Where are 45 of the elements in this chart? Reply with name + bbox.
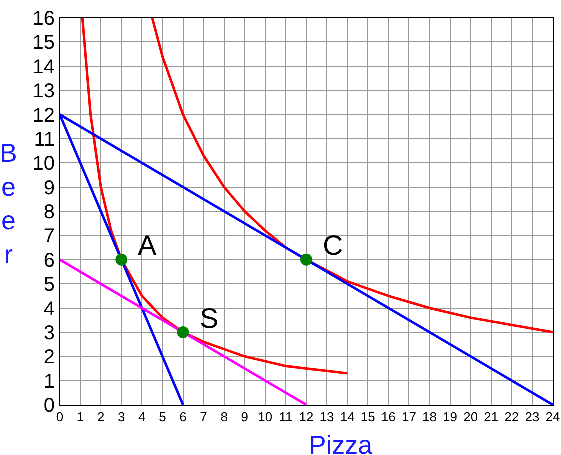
x-tick-label: 20: [464, 410, 478, 425]
y-tick-label: 4: [44, 298, 55, 320]
y-tick-label: 10: [32, 153, 55, 176]
x-tick-label: 16: [381, 410, 396, 425]
annotation: C: [323, 230, 344, 261]
y-tick-label: 8: [44, 202, 55, 224]
annotation: S: [200, 303, 219, 334]
y-tick-label: 15: [32, 32, 55, 54]
y-tick-label: 13: [32, 80, 55, 103]
x-tick-label: 23: [525, 410, 540, 425]
x-tick-label: 11: [279, 410, 293, 425]
y-tick-label: 9: [44, 177, 55, 200]
x-tick-label: 6: [180, 410, 187, 425]
x-tick-label: 19: [443, 410, 458, 425]
x-tick-label: 18: [422, 410, 437, 425]
x-tick-label: 4: [138, 410, 146, 425]
y-tick-label: 14: [32, 56, 55, 78]
x-tick-label: 3: [118, 410, 126, 425]
x-tick-label: 24: [546, 410, 560, 425]
x-tick-label: 8: [220, 410, 228, 425]
x-axis-title: Pizza: [309, 430, 374, 455]
y-tick-label: 11: [34, 128, 55, 151]
x-tick-label: 2: [97, 410, 105, 425]
x-tick-label: 9: [241, 410, 248, 425]
y-tick-label: 7: [44, 226, 55, 248]
y-tick-label: 5: [44, 274, 55, 296]
y-tick-label: 6: [44, 250, 55, 272]
x-tick-label: 15: [360, 410, 376, 425]
y-tick-label: 3: [44, 322, 55, 344]
x-tick-label: 21: [484, 410, 499, 425]
x-tick-label: 10: [258, 410, 273, 425]
y-axis-title: Beer: [0, 138, 18, 270]
x-tick-label: 12: [299, 410, 314, 425]
y-tick-label: 12: [32, 104, 55, 127]
x-tick-label: 14: [340, 410, 355, 425]
y-tick-label: 16: [32, 8, 55, 30]
x-tick-label: 22: [504, 410, 520, 425]
x-tick-label: 7: [200, 410, 208, 425]
y-tick-label: 1: [44, 370, 55, 393]
x-tick-label: 5: [159, 410, 166, 425]
y-tick-label: 2: [44, 346, 55, 369]
x-tick-label: 13: [320, 410, 334, 425]
x-tick-label: 1: [76, 410, 84, 425]
annotation: A: [138, 230, 157, 261]
x-tick-label: 17: [402, 410, 416, 425]
